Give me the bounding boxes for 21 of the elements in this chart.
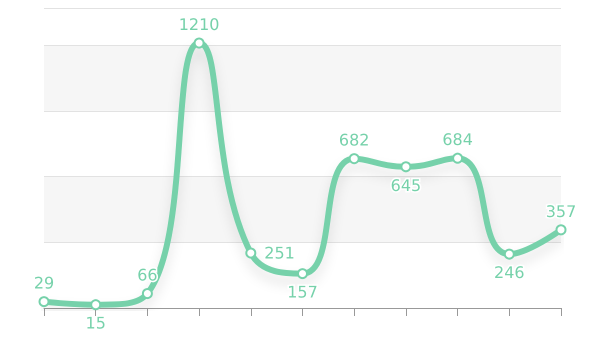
point bbox=[245, 248, 256, 259]
point bbox=[297, 268, 308, 280]
point bbox=[504, 248, 515, 260]
point bbox=[194, 38, 205, 49]
data-label: 357 bbox=[546, 202, 576, 221]
point bbox=[556, 224, 566, 236]
data-label: 157 bbox=[287, 282, 318, 302]
data-label: 682 bbox=[338, 130, 370, 150]
point bbox=[400, 161, 412, 172]
data-label: 645 bbox=[390, 176, 422, 195]
data-label: 1210 bbox=[178, 15, 220, 34]
point bbox=[142, 288, 153, 300]
data-label: 29 bbox=[34, 274, 54, 293]
point bbox=[348, 153, 360, 164]
point bbox=[38, 296, 50, 308]
point bbox=[452, 152, 464, 164]
data-label: 246 bbox=[494, 263, 525, 282]
point bbox=[90, 299, 102, 310]
data-label: 684 bbox=[442, 130, 473, 150]
data-label: 15 bbox=[86, 314, 106, 333]
data-label: 251 bbox=[264, 244, 295, 263]
